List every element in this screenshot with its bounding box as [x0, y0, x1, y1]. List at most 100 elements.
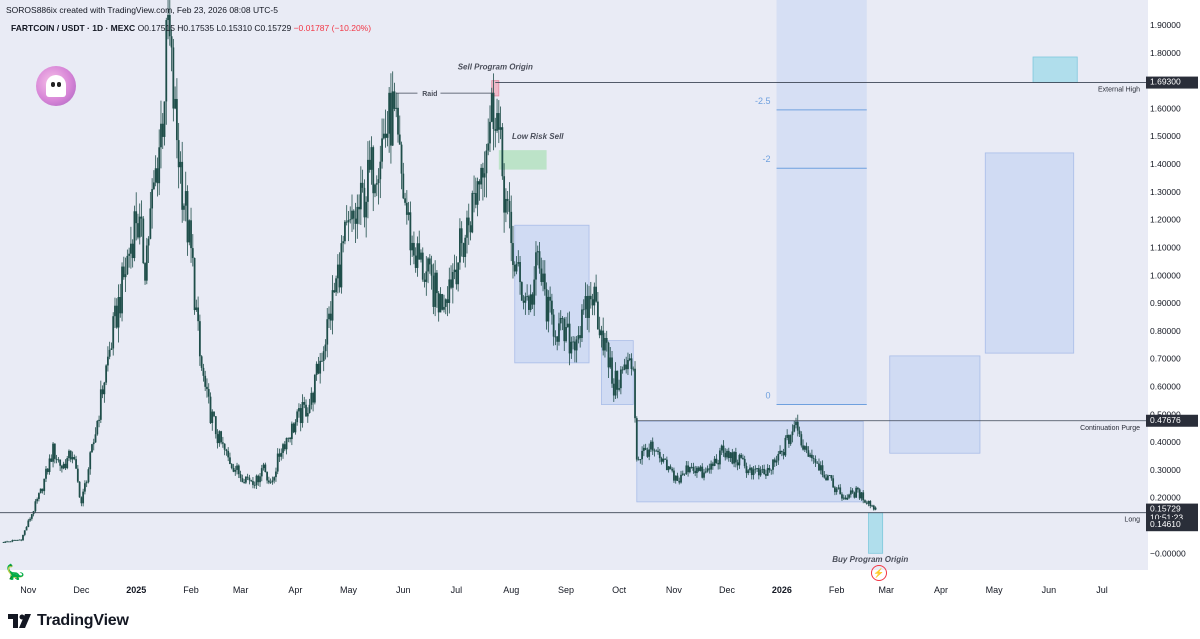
candle-body: [651, 441, 654, 451]
price-tick: 1.20000: [1150, 215, 1181, 225]
candle-body: [11, 540, 14, 542]
candle-body: [839, 487, 842, 495]
candle-body: [740, 454, 743, 458]
annotation-buy-program-origin: Buy Program Origin: [832, 555, 908, 564]
candle-body: [834, 487, 836, 493]
candle-body: [600, 330, 603, 336]
ghost-icon: [46, 75, 66, 97]
candle-body: [372, 147, 375, 194]
candle-body: [22, 534, 24, 541]
candle-body: [796, 421, 799, 431]
candle-body: [418, 243, 421, 260]
tradingview-brand-text: TradingView: [37, 612, 129, 629]
candle-body: [579, 335, 582, 339]
candle-body: [572, 341, 575, 343]
candle-body: [497, 113, 500, 130]
candle-body: [62, 463, 65, 469]
candle-body: [671, 468, 674, 471]
candle-body: [846, 497, 849, 500]
candle-body: [416, 243, 419, 268]
candle-body: [451, 272, 454, 288]
candle-body: [193, 257, 196, 311]
candle-body: [642, 447, 645, 451]
candle-body: [319, 360, 322, 374]
candle-body: [871, 505, 873, 507]
candle-body: [444, 299, 447, 307]
candle-body: [213, 411, 215, 417]
time-tick: Apr: [934, 585, 948, 595]
candle-body: [283, 444, 286, 450]
candle-body: [342, 241, 345, 244]
candle-body: [423, 279, 426, 282]
candle-body: [434, 272, 437, 307]
candle-body: [503, 176, 506, 213]
candle-body: [669, 466, 672, 469]
price-tick: 0.60000: [1150, 381, 1181, 391]
candle-body: [230, 464, 233, 468]
lightning-icon[interactable]: ⚡: [871, 565, 887, 581]
time-tick: Feb: [829, 585, 845, 595]
time-tick: May: [986, 585, 1004, 595]
candle-body: [188, 220, 191, 243]
candle-body: [386, 133, 389, 138]
price-chart[interactable]: -2.5 -2 0 External High Continuation Purge Lo…: [0, 0, 1200, 600]
annotation-raid: Raid: [422, 91, 437, 98]
time-tick: Mar: [878, 585, 894, 595]
candle-body: [414, 255, 417, 268]
candle-body: [566, 323, 569, 328]
candle-body: [305, 404, 307, 417]
symbol-name[interactable]: FARTCOIN / USDT · 1D · MEXC: [11, 23, 136, 33]
candle-body: [36, 498, 39, 502]
candle-body: [483, 173, 486, 178]
fib-label: -2: [763, 154, 771, 164]
candle-body: [708, 468, 711, 470]
price-tick: 0.90000: [1150, 298, 1181, 308]
candle-body: [48, 458, 51, 473]
candle-body: [421, 252, 424, 280]
candle-body: [644, 447, 647, 450]
level-label: External High: [1098, 87, 1140, 94]
author-line: SOROS886ix created with TradingView.com,…: [6, 5, 278, 15]
candle-body: [326, 319, 329, 345]
candle-body: [73, 457, 76, 460]
zone-box-green: [498, 150, 547, 170]
tradingview-logo[interactable]: TradingView: [8, 612, 129, 630]
candle-body: [819, 465, 822, 471]
candle-body: [181, 161, 184, 210]
candle-body: [89, 452, 92, 470]
zone-box-cyan: [1032, 56, 1078, 83]
candle-body: [612, 383, 615, 396]
candle-body: [687, 465, 689, 473]
candle-body: [367, 159, 369, 202]
candle-body: [736, 462, 739, 466]
footer: [0, 600, 1200, 639]
candle-body: [848, 494, 850, 498]
time-tick: Jul: [1096, 585, 1108, 595]
candle-body: [595, 286, 598, 302]
candle-body: [473, 192, 475, 194]
candle-body: [474, 193, 477, 205]
candle-body: [582, 309, 585, 311]
chart-area[interactable]: -2.5 -2 0 External High Continuation Purge Lo…: [0, 0, 1200, 600]
candle-body: [191, 248, 194, 258]
candle-body: [105, 365, 108, 383]
candle-body: [276, 453, 279, 472]
candle-body: [593, 286, 596, 306]
candle-body: [450, 279, 452, 288]
candle-body: [400, 144, 403, 174]
candle-body: [867, 500, 870, 504]
candle-body: [627, 360, 629, 370]
candle-body: [363, 187, 366, 218]
candle-body: [437, 293, 440, 313]
candle-body: [175, 98, 178, 141]
candle-body: [359, 182, 362, 210]
candle-body: [9, 541, 12, 543]
candle-body: [280, 452, 283, 457]
candle-body: [522, 300, 525, 303]
candle-body: [167, 15, 169, 21]
candle-body: [190, 220, 192, 249]
zone-box-cyan: [868, 512, 884, 554]
candle-body: [4, 541, 7, 543]
candle-body: [151, 189, 154, 209]
candle-body: [358, 206, 360, 210]
